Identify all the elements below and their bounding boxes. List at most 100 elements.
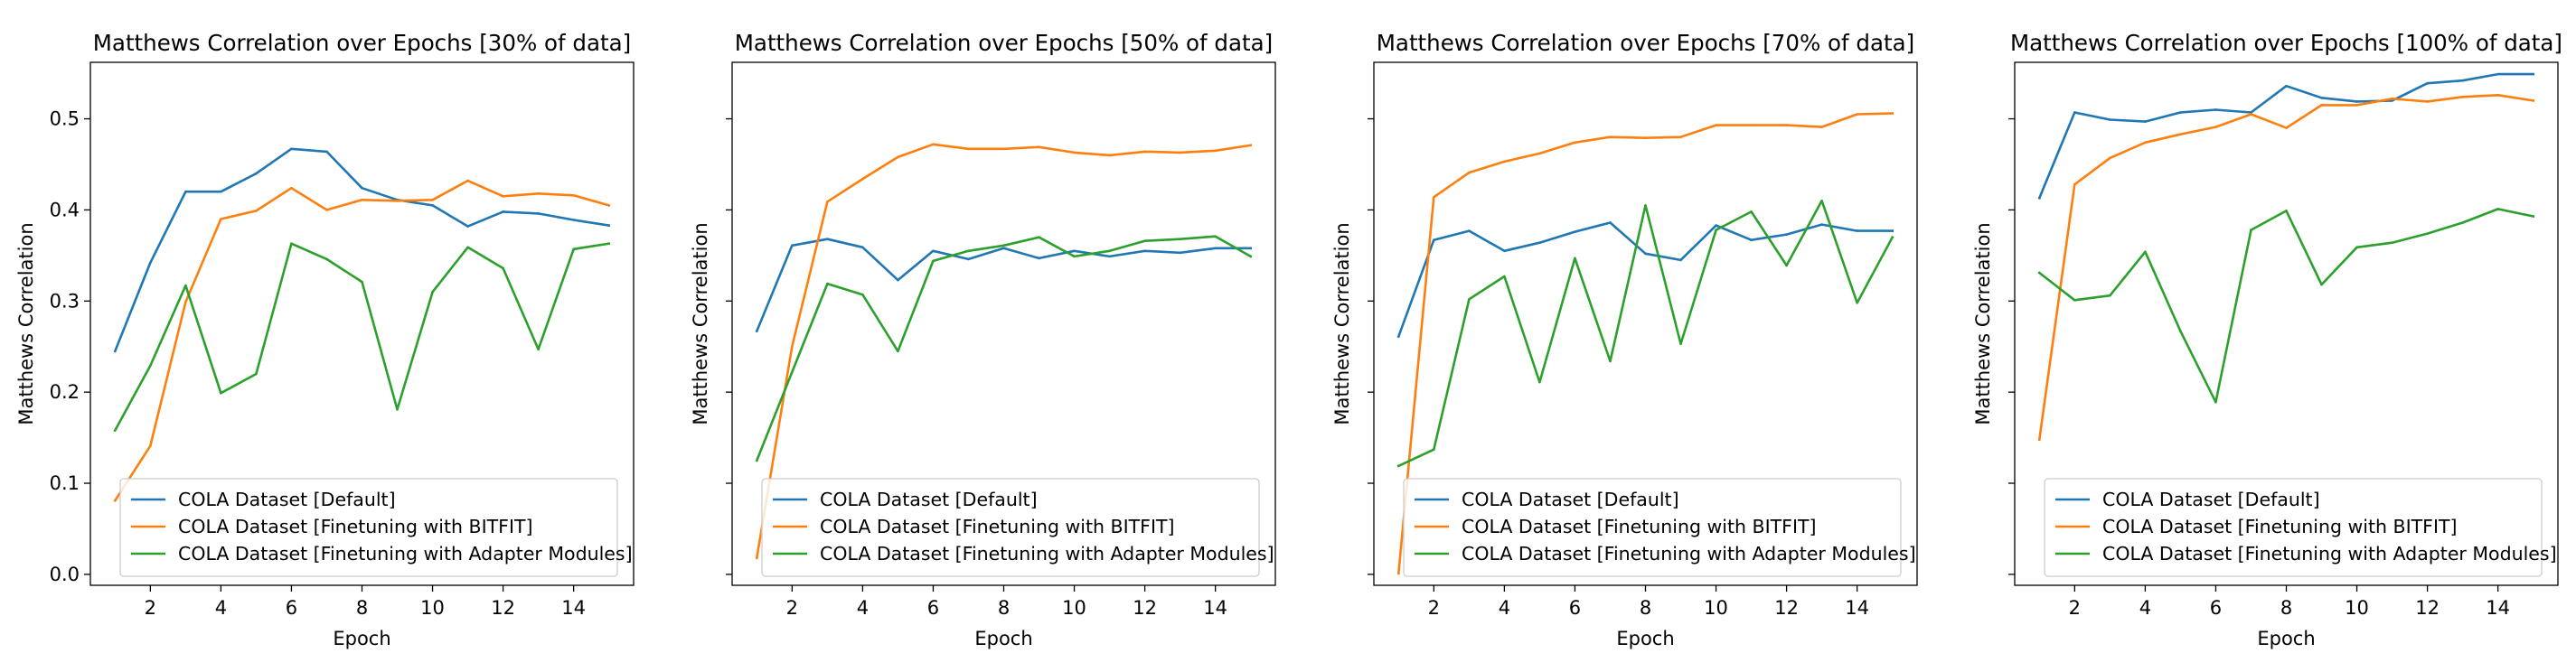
data-point <box>502 266 504 270</box>
data-point <box>220 190 222 193</box>
legend-label: COLA Dataset [Finetuning with BITFIT] <box>178 516 533 537</box>
legend-label: COLA Dataset [Finetuning with BITFIT] <box>2102 516 2458 537</box>
data-point <box>1715 229 1717 231</box>
data-point <box>1249 144 1252 147</box>
data-point <box>290 242 293 246</box>
legend-box <box>119 478 618 577</box>
chart-title: Matthews Correlation over Epochs [100% o… <box>2010 30 2562 56</box>
x-tick-label: 14 <box>561 597 586 619</box>
legend-label: COLA Dataset [Finetuning with Adapter Mo… <box>820 543 1274 565</box>
x-tick-label: 10 <box>420 597 445 619</box>
data-point <box>1179 251 1181 255</box>
data-point <box>2250 229 2252 231</box>
data-point <box>2355 104 2358 107</box>
plot-frame <box>89 61 635 586</box>
y-tick-label: 0.5 <box>50 108 80 130</box>
legend-label: COLA Dataset [Finetuning with Adapter Mo… <box>178 543 633 565</box>
data-point <box>967 147 970 151</box>
data-point <box>1468 229 1471 232</box>
series-line-1 <box>1396 221 1894 339</box>
data-point <box>2250 111 2252 114</box>
y-tick-label: 0.2 <box>50 381 80 403</box>
data-point <box>2426 81 2429 85</box>
x-tick-label: 4 <box>215 597 227 619</box>
data-point <box>1820 126 1823 128</box>
data-point <box>607 224 610 227</box>
data-point <box>466 246 469 249</box>
data-point <box>184 190 187 193</box>
data-point <box>2320 97 2323 99</box>
data-point <box>255 172 258 175</box>
data-point <box>1503 275 1506 278</box>
data-point <box>114 350 117 353</box>
data-point <box>184 300 187 303</box>
data-point <box>1679 135 1682 139</box>
data-point <box>290 186 293 190</box>
data-point <box>607 242 610 246</box>
data-point <box>466 225 469 228</box>
data-point <box>1397 464 1400 468</box>
data-point <box>1785 233 1788 236</box>
data-point <box>2532 99 2534 102</box>
x-tick-label: 6 <box>286 597 297 619</box>
data-point <box>325 257 328 261</box>
legend-label: COLA Dataset [Finetuning with BITFIT] <box>820 516 1175 537</box>
data-point <box>2461 96 2464 98</box>
data-point <box>2038 196 2041 200</box>
x-tick-label: 8 <box>2280 597 2292 619</box>
data-point <box>756 459 758 462</box>
data-point <box>756 556 758 560</box>
data-point <box>537 348 540 351</box>
legend: COLA Dataset [Default] COLA Dataset [Fine… <box>2044 478 2557 577</box>
data-point <box>2285 84 2288 88</box>
data-point <box>572 247 575 251</box>
data-point <box>1679 342 1682 345</box>
data-point <box>791 370 794 374</box>
data-point <box>431 204 434 207</box>
data-point <box>1143 249 1146 253</box>
data-point <box>2496 94 2499 97</box>
legend-label: COLA Dataset [Finetuning with Adapter Mo… <box>1462 543 1916 565</box>
legend: COLA Dataset [Default] COLA Dataset [Fine… <box>1403 478 1916 577</box>
data-point <box>1503 160 1506 163</box>
data-point <box>2073 298 2076 302</box>
data-point <box>325 150 328 154</box>
data-point <box>2109 294 2111 297</box>
data-point <box>826 282 829 285</box>
data-point <box>1820 200 1823 202</box>
data-point <box>1679 258 1682 262</box>
chart-title: Matthews Correlation over Epochs [30% of… <box>93 30 631 56</box>
legend: COLA Dataset [Default] COLA Dataset [Fine… <box>761 478 1274 577</box>
data-point <box>2285 126 2288 129</box>
plot-frame <box>731 61 1276 586</box>
legend-box <box>1403 478 1902 577</box>
x-axis-label: Epoch <box>1616 628 1674 649</box>
data-point <box>1073 255 1076 258</box>
data-point <box>2179 133 2182 135</box>
data-point <box>2144 141 2147 145</box>
data-point <box>1468 297 1471 301</box>
data-point <box>325 209 328 211</box>
data-point <box>502 210 504 213</box>
data-point <box>791 345 794 349</box>
data-point <box>396 200 399 202</box>
x-tick-label: 4 <box>1499 597 1510 619</box>
data-point <box>2144 250 2147 254</box>
legend-label: COLA Dataset [Default] <box>178 489 396 510</box>
x-axis-label: Epoch <box>2257 628 2315 649</box>
data-point <box>1820 223 1823 226</box>
x-tick-label: 14 <box>1203 597 1227 619</box>
data-point <box>1609 359 1612 363</box>
x-tick-label: 8 <box>998 597 1010 619</box>
data-point <box>861 246 864 249</box>
data-point <box>184 284 187 287</box>
x-tick-label: 2 <box>786 597 798 619</box>
data-point <box>1715 224 1717 227</box>
x-tick-label: 12 <box>491 597 515 619</box>
data-point <box>149 364 152 368</box>
data-point <box>897 155 899 159</box>
x-tick-label: 4 <box>857 597 869 619</box>
data-point <box>431 199 434 201</box>
chart-title: Matthews Correlation over Epochs [70% of… <box>1377 30 1914 56</box>
